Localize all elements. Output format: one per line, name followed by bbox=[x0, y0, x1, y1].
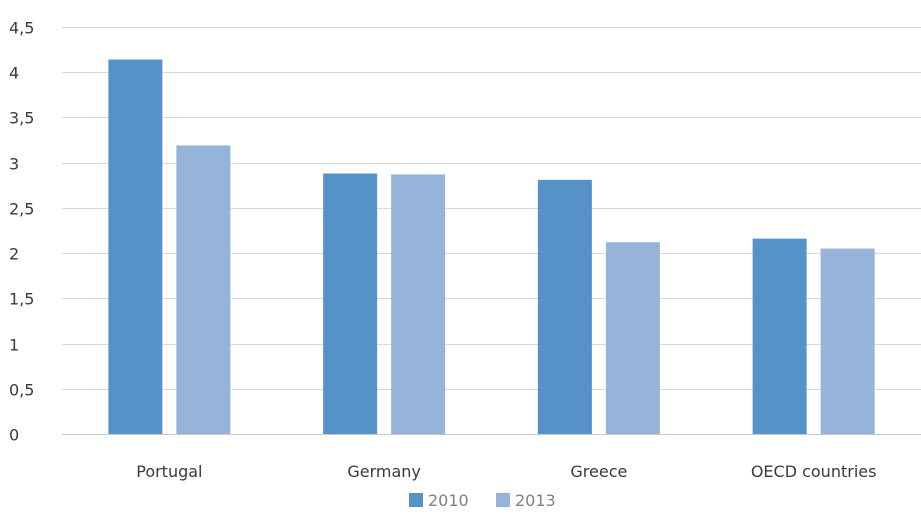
y-tick-label: 1,5 bbox=[9, 290, 34, 309]
y-tick-label: 3,5 bbox=[9, 109, 34, 128]
legend-swatch-2013 bbox=[496, 493, 510, 507]
y-tick-label: 2,5 bbox=[9, 200, 34, 219]
x-axis: Portugal Germany Greece OECD countries bbox=[136, 462, 876, 481]
bar-greece-2013 bbox=[605, 242, 660, 434]
y-tick-label: 0 bbox=[9, 426, 19, 445]
bar-germany-2010 bbox=[323, 173, 378, 434]
legend-label-2010: 2010 bbox=[428, 491, 469, 510]
x-tick-label: Greece bbox=[570, 462, 627, 481]
bars bbox=[108, 59, 875, 435]
x-tick-label: Portugal bbox=[136, 462, 202, 481]
y-tick-label: 4 bbox=[9, 64, 19, 83]
bar-germany-2013 bbox=[391, 174, 446, 434]
bar-portugal-2013 bbox=[176, 145, 231, 434]
y-tick-label: 3 bbox=[9, 155, 19, 174]
y-tick-label: 1 bbox=[9, 336, 19, 355]
y-tick-label: 0,5 bbox=[9, 381, 34, 400]
legend-label-2013: 2013 bbox=[515, 491, 556, 510]
y-axis: 0 0,5 1 1,5 2 2,5 3 3,5 4 4,5 bbox=[9, 19, 34, 445]
bar-portugal-2010 bbox=[108, 59, 163, 435]
bar-oecd-countries-2010 bbox=[752, 238, 807, 434]
bar-greece-2010 bbox=[537, 179, 592, 434]
bar-oecd-countries-2013 bbox=[820, 248, 875, 434]
y-tick-label: 2 bbox=[9, 245, 19, 264]
y-tick-label: 4,5 bbox=[9, 19, 34, 38]
legend-swatch-2010 bbox=[409, 493, 423, 507]
legend: 2010 2013 bbox=[409, 491, 556, 510]
x-tick-label: Germany bbox=[347, 462, 421, 481]
x-tick-label: OECD countries bbox=[751, 462, 877, 481]
